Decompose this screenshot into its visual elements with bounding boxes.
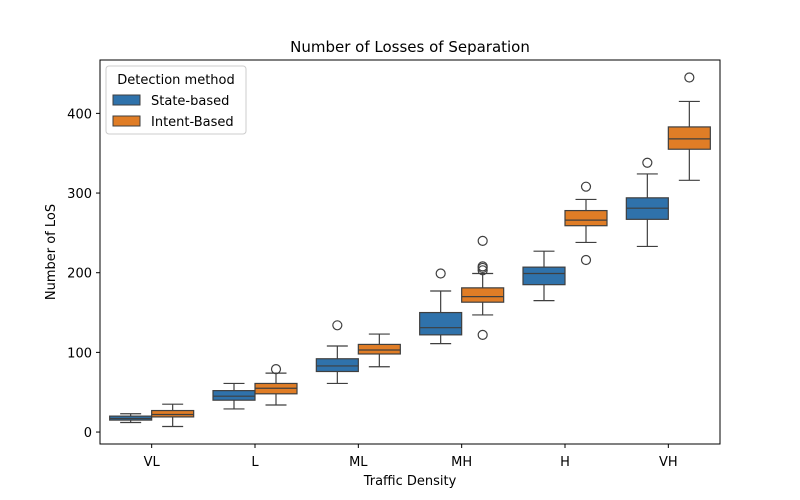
outlier-point — [477, 261, 488, 272]
legend-swatch — [112, 115, 141, 127]
legend-entry: Intent-Based — [112, 115, 234, 130]
box-body — [315, 358, 359, 373]
y-tick-label: 100 — [67, 346, 92, 361]
y-axis: 0 100 200 300 400 — [67, 107, 100, 441]
box-body — [151, 409, 195, 418]
axes-frame — [99, 59, 721, 445]
box-vh — [667, 72, 711, 181]
plot-area — [109, 72, 711, 428]
box-body — [564, 209, 608, 227]
x-tick-label: L — [251, 455, 259, 470]
legend-title: Detection method — [117, 73, 235, 88]
y-tick-label: 400 — [67, 107, 92, 122]
box-h — [522, 250, 566, 302]
box-body — [212, 390, 256, 401]
series-intent-based — [151, 72, 711, 428]
outlier-point — [642, 157, 653, 168]
box-mh — [461, 235, 505, 340]
x-axis: VL L ML MH H VH — [144, 444, 678, 470]
legend-label: State-based — [151, 94, 229, 109]
box-vl — [151, 403, 195, 428]
box-ml — [357, 333, 401, 368]
y-axis-label: Number of LoS — [44, 204, 59, 300]
legend-swatch — [112, 94, 141, 106]
box-vl — [109, 413, 153, 424]
y-tick-label: 0 — [84, 426, 92, 441]
x-tick-label: ML — [349, 455, 368, 470]
outlier-point — [435, 268, 446, 279]
box-ml — [315, 320, 359, 385]
box-body — [522, 266, 566, 286]
legend-frame — [105, 65, 247, 135]
outlier-point — [580, 181, 592, 192]
legend-label: Intent-Based — [151, 115, 234, 130]
box-l — [254, 364, 298, 406]
box-body — [357, 343, 401, 355]
y-tick-label: 300 — [67, 187, 92, 202]
box-l — [212, 382, 256, 410]
box-h — [564, 181, 608, 266]
outlier-point — [477, 235, 488, 246]
outlier-point — [580, 254, 592, 266]
outlier-point — [477, 329, 488, 340]
y-tick-label: 200 — [67, 267, 92, 282]
legend: Detection method State-based Intent-Based — [105, 65, 247, 135]
x-tick-label: VH — [659, 455, 678, 470]
box-body — [667, 126, 711, 150]
box-body — [461, 287, 505, 303]
legend-entry: State-based — [112, 94, 229, 109]
box-body — [419, 311, 463, 336]
series-state-based — [109, 157, 669, 424]
x-axis-label: Traffic Density — [363, 474, 457, 489]
outlier-point — [332, 320, 343, 331]
x-tick-label: VL — [144, 455, 161, 470]
x-tick-label: MH — [451, 455, 472, 470]
x-tick-label: H — [560, 455, 570, 470]
box-mh — [419, 268, 463, 345]
outlier-point — [684, 72, 695, 83]
chart-title: Number of Losses of Separation — [290, 38, 530, 56]
box-vh — [625, 157, 669, 248]
outlier-point — [270, 364, 282, 375]
